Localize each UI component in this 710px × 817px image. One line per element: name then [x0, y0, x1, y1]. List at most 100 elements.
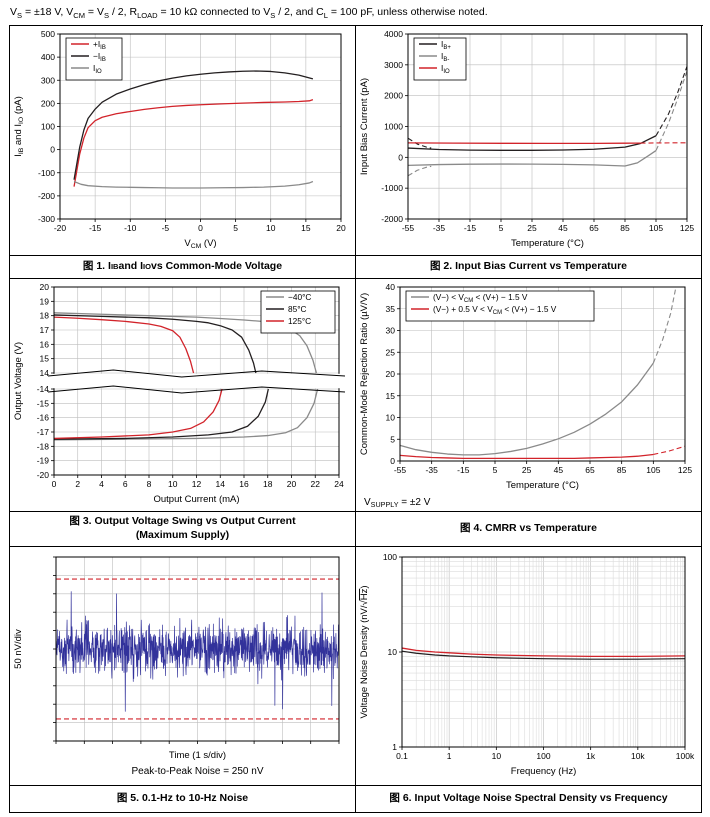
svg-text:Input Bias Current (pA): Input Bias Current (pA)	[359, 78, 370, 175]
svg-text:200: 200	[41, 98, 55, 108]
svg-text:400: 400	[41, 52, 55, 62]
svg-text:0.1: 0.1	[396, 751, 408, 761]
svg-text:10k: 10k	[631, 751, 645, 761]
svg-text:−IIB: −IIB	[93, 51, 106, 63]
figure-2: -55 -35 -15 5 25 45 65 85 105 125 -2000 -1000 0 1000 2…	[356, 26, 702, 280]
svg-text:40: 40	[386, 282, 396, 292]
svg-text:6: 6	[123, 479, 128, 489]
svg-text:VSUPPLY = ±2 V: VSUPPLY = ±2 V	[364, 497, 431, 509]
svg-text:105: 105	[649, 223, 663, 233]
svg-text:-14: -14	[37, 384, 50, 394]
svg-text:22: 22	[311, 479, 321, 489]
svg-text:25: 25	[522, 465, 532, 475]
svg-text:-100: -100	[38, 168, 55, 178]
svg-text:35: 35	[386, 304, 396, 314]
svg-text:10: 10	[492, 751, 502, 761]
svg-text:0: 0	[50, 145, 55, 155]
figure-caption: 图 6. Input Voltage Noise Spectral Densit…	[356, 785, 701, 812]
svg-text:25: 25	[527, 223, 537, 233]
svg-text:IIO: IIO	[441, 63, 450, 75]
svg-text:-55: -55	[402, 223, 415, 233]
svg-text:14: 14	[216, 479, 226, 489]
svg-text:1: 1	[447, 751, 452, 761]
svg-text:50 nV/div: 50 nV/div	[13, 629, 24, 669]
svg-text:45: 45	[558, 223, 568, 233]
svg-text:-15: -15	[89, 223, 102, 233]
svg-text:Peak-to-Peak Noise = 250 nV: Peak-to-Peak Noise = 250 nV	[131, 766, 263, 777]
svg-text:18: 18	[40, 311, 50, 321]
svg-text:(V−) < VCM < (V+) − 1.5 V: (V−) < VCM < (V+) − 1.5 V	[433, 292, 528, 304]
svg-text:45: 45	[554, 465, 564, 475]
svg-text:8: 8	[147, 479, 152, 489]
figure-caption: 图 2. Input Bias Current vs Temperature	[356, 255, 701, 278]
svg-text:2000: 2000	[384, 91, 403, 101]
svg-text:10: 10	[168, 479, 178, 489]
svg-text:-15: -15	[457, 465, 470, 475]
svg-text:+IIB: +IIB	[93, 39, 106, 51]
svg-text:Time (1 s/div): Time (1 s/div)	[169, 750, 226, 761]
svg-text:125: 125	[678, 465, 692, 475]
svg-text:20: 20	[336, 223, 346, 233]
svg-text:-35: -35	[433, 223, 446, 233]
svg-text:19: 19	[40, 296, 50, 306]
svg-text:300: 300	[41, 75, 55, 85]
svg-text:IB+: IB+	[441, 39, 451, 51]
svg-text:5: 5	[499, 223, 504, 233]
svg-text:-19: -19	[37, 456, 50, 466]
svg-text:0: 0	[52, 479, 57, 489]
svg-text:IIB and IIO (pA): IIB and IIO (pA)	[13, 96, 25, 157]
svg-text:100: 100	[41, 122, 55, 132]
svg-text:100: 100	[383, 552, 397, 562]
svg-text:Voltage Noise Density (nV/√Hz): Voltage Noise Density (nV/√Hz)	[359, 586, 370, 719]
svg-text:85: 85	[617, 465, 627, 475]
svg-text:12: 12	[192, 479, 202, 489]
svg-text:65: 65	[585, 465, 595, 475]
svg-text:-18: -18	[37, 441, 50, 451]
svg-text:1k: 1k	[586, 751, 596, 761]
svg-text:25: 25	[386, 347, 396, 357]
chart-output-voltage-swing-vs-output-current: 0 2 4 6 8 10 12 14 16 18 20 22 2420191817161514-14-1…	[13, 282, 346, 505]
svg-text:−40°C: −40°C	[288, 292, 311, 302]
figure-caption: 图 1. I IB and I IO vs Common-Mode Voltage	[10, 255, 355, 278]
svg-text:1000: 1000	[384, 122, 403, 132]
svg-text:-35: -35	[426, 465, 439, 475]
figure-caption: 图 5. 0.1-Hz to 10-Hz Noise	[10, 785, 355, 812]
svg-text:4000: 4000	[384, 29, 403, 39]
svg-text:10: 10	[266, 223, 276, 233]
svg-text:Temperature (°C): Temperature (°C)	[506, 480, 579, 491]
svg-text:105: 105	[646, 465, 660, 475]
svg-text:125°C: 125°C	[288, 316, 311, 326]
chart-input-bias-current-vs-temperature: -55 -35 -15 5 25 45 65 85 105 125 -2000 -1000 0 1000 2…	[359, 29, 694, 249]
svg-text:-300: -300	[38, 214, 55, 224]
svg-text:0: 0	[390, 456, 395, 466]
svg-text:100k: 100k	[676, 751, 695, 761]
svg-text:16: 16	[239, 479, 249, 489]
svg-text:16: 16	[40, 339, 50, 349]
svg-text:5: 5	[233, 223, 238, 233]
svg-text:1: 1	[392, 742, 397, 752]
svg-text:15: 15	[301, 223, 311, 233]
svg-text:-200: -200	[38, 191, 55, 201]
svg-text:Frequency (Hz): Frequency (Hz)	[511, 766, 576, 777]
svg-text:5: 5	[493, 465, 498, 475]
svg-text:VCM (V): VCM (V)	[184, 238, 216, 250]
svg-text:17: 17	[40, 325, 50, 335]
svg-text:-2000: -2000	[381, 214, 403, 224]
svg-text:85°C: 85°C	[288, 304, 307, 314]
figure-4: -55 -35 -15 5 25 45 65 85 105 125 0 5 10 15 20 25 30 35 40…	[356, 279, 702, 548]
svg-text:-16: -16	[37, 413, 50, 423]
svg-text:20: 20	[287, 479, 297, 489]
figure-5: Time (1 s/div) 50 nV/div Peak-to-Peak Nois…	[10, 547, 356, 814]
svg-text:20: 20	[386, 369, 396, 379]
svg-text:Output Current (mA): Output Current (mA)	[153, 494, 239, 505]
svg-text:30: 30	[386, 326, 396, 336]
svg-text:-1000: -1000	[381, 183, 403, 193]
svg-text:IB-: IB-	[441, 51, 449, 63]
figures-grid: -20 -15 -10 -5 0 5 10 15 20 -300 -200 -100 0 100 200 30…	[9, 25, 703, 814]
svg-text:-17: -17	[37, 427, 50, 437]
svg-text:10: 10	[388, 647, 398, 657]
svg-text:-55: -55	[394, 465, 407, 475]
test-conditions: VS = ±18 V, VCM = VS / 2, RLOAD = 10 kΩ …	[10, 6, 488, 21]
